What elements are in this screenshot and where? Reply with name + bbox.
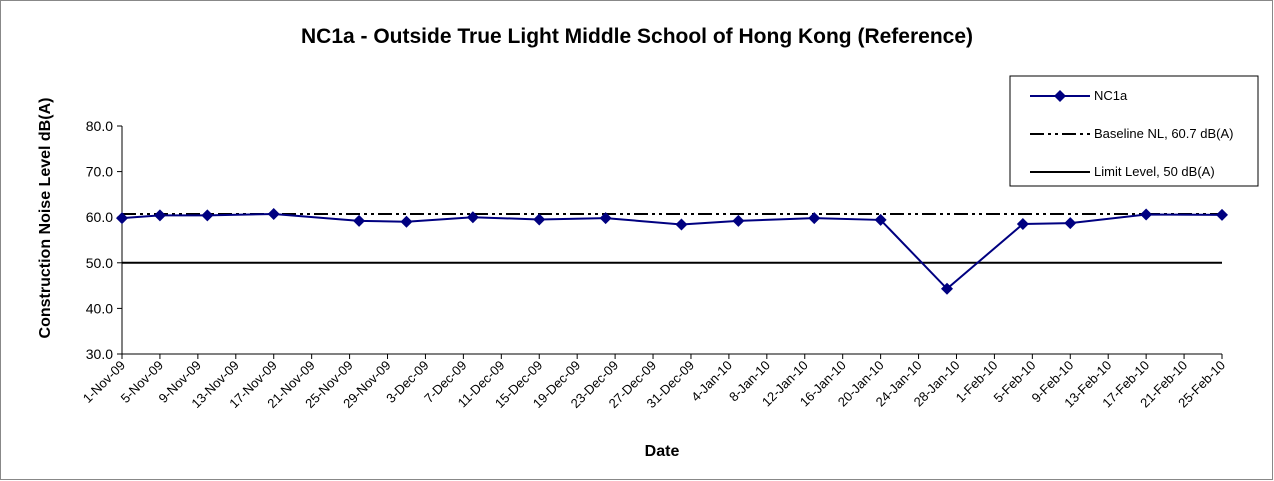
data-point bbox=[400, 215, 413, 228]
data-point bbox=[153, 209, 166, 222]
data-point bbox=[808, 212, 821, 225]
legend-label: Baseline NL, 60.7 dB(A) bbox=[1094, 126, 1233, 141]
y-tick-label: 60.0 bbox=[86, 209, 113, 225]
legend-box bbox=[1009, 75, 1259, 187]
data-point bbox=[466, 211, 479, 224]
data-point bbox=[874, 213, 887, 226]
y-tick-label: 30.0 bbox=[86, 346, 113, 362]
data-point bbox=[533, 213, 546, 226]
data-point bbox=[599, 212, 612, 225]
x-axis-label: Date bbox=[645, 443, 680, 460]
y-tick-label: 70.0 bbox=[86, 164, 113, 180]
data-point bbox=[941, 282, 953, 295]
data-point bbox=[1016, 218, 1029, 231]
chart-title: NC1a - Outside True Light Middle School … bbox=[301, 25, 973, 48]
legend-label: NC1a bbox=[1094, 88, 1128, 103]
data-point bbox=[267, 208, 280, 221]
legend-marker bbox=[1054, 90, 1066, 102]
y-tick-label: 80.0 bbox=[86, 118, 113, 134]
data-point bbox=[353, 214, 366, 227]
data-point bbox=[1216, 208, 1228, 221]
legend-label: Limit Level, 50 dB(A) bbox=[1094, 164, 1215, 179]
data-point bbox=[1140, 208, 1153, 221]
data-point bbox=[732, 214, 745, 227]
data-point bbox=[116, 212, 128, 225]
y-tick-label: 50.0 bbox=[86, 255, 113, 271]
data-point bbox=[675, 218, 688, 231]
data-line bbox=[121, 213, 1223, 291]
data-point bbox=[1064, 217, 1077, 230]
y-tick-label: 40.0 bbox=[86, 300, 113, 316]
y-axis-label: Construction Noise Level dB(A) bbox=[37, 98, 54, 339]
data-point bbox=[201, 209, 214, 222]
